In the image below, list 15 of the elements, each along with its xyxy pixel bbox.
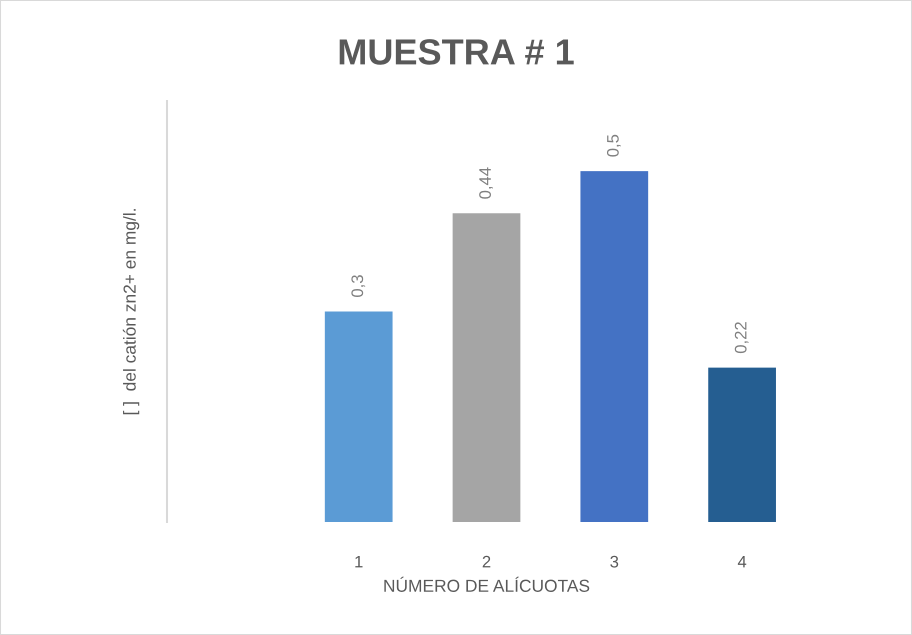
bar (324, 312, 393, 522)
y-axis-title: [ ] del catión zn2+ en mg/l. (122, 209, 140, 414)
bar (580, 171, 648, 522)
x-tick-label: 4 (738, 556, 746, 568)
x-axis-title: NÚMERO DE ALÍCUOTAS (384, 576, 590, 592)
bar (452, 213, 520, 522)
data-label: 0,5 (606, 134, 621, 157)
chart-title: MUESTRA # 1 (340, 39, 574, 65)
data-label: 0,44 (479, 167, 493, 199)
x-tick-label: 1 (355, 556, 363, 568)
x-tick-label: 3 (610, 556, 618, 568)
bar (708, 368, 776, 522)
data-label: 0,22 (734, 322, 749, 354)
x-tick-label: 2 (482, 556, 490, 568)
data-label: 0,3 (351, 275, 366, 297)
